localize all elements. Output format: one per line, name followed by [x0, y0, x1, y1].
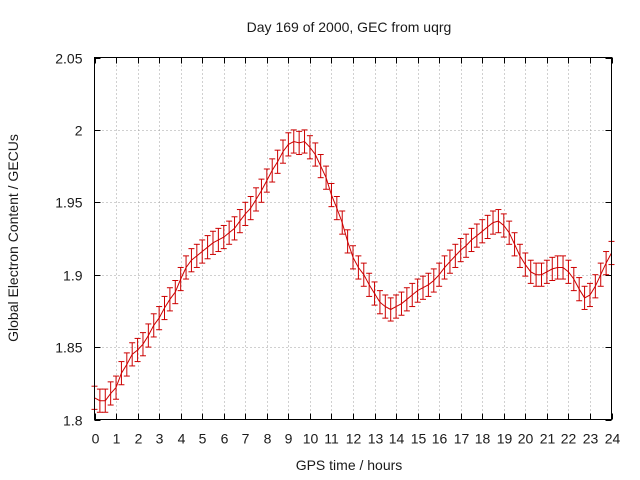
x-tick-label: 15 [411, 431, 427, 447]
y-tick-label: 2.05 [55, 51, 82, 67]
x-tick-labels: 0 1 2 3 4 5 6 7 8 9 10 11 12 13 14 15 16 17 18 19 20 21 22 23 24 [92, 431, 621, 447]
x-tick-label: 10 [303, 431, 319, 447]
x-tick-label: 19 [497, 431, 513, 447]
y-tick-label: 1.9 [63, 268, 83, 284]
y-tick-label: 2 [75, 123, 83, 139]
x-tick-label: 16 [432, 431, 448, 447]
x-tick-label: 18 [475, 431, 491, 447]
x-tick-label: 22 [561, 431, 577, 447]
x-tick-label: 3 [156, 431, 164, 447]
x-tick-label: 2 [135, 431, 143, 447]
x-tick-label: 20 [518, 431, 534, 447]
y-tick-label: 1.8 [63, 413, 83, 429]
x-tick-label: 6 [221, 431, 229, 447]
gec-series-line [94, 140, 612, 402]
x-tick-label: 17 [454, 431, 470, 447]
x-tick-label: 11 [324, 431, 339, 447]
x-tick-label: 5 [199, 431, 207, 447]
x-tick-label: 21 [540, 431, 556, 447]
grid-lines [94, 57, 612, 420]
x-tick-label: 23 [583, 431, 599, 447]
x-tick-label: 9 [285, 431, 293, 447]
y-tick-label: 1.95 [55, 195, 82, 211]
y-tick-label: 1.85 [55, 340, 82, 356]
chart-title: Day 169 of 2000, GEC from uqrg [247, 19, 452, 35]
x-tick-label: 13 [368, 431, 384, 447]
x-tick-label: 8 [264, 431, 272, 447]
x-tick-label: 0 [92, 431, 100, 447]
x-tick-label: 14 [389, 431, 405, 447]
axis-ticks [94, 57, 613, 421]
y-tick-labels: 1.8 1.85 1.9 1.95 2 2.05 [55, 51, 82, 429]
x-tick-label: 4 [178, 431, 186, 447]
x-tick-label: 1 [113, 431, 121, 447]
x-tick-label: 12 [346, 431, 362, 447]
y-axis-label: Global Electron Content / GECUs [5, 134, 21, 342]
x-tick-label: 24 [605, 431, 621, 447]
x-tick-label: 7 [242, 431, 250, 447]
plot-frame [94, 57, 612, 420]
x-axis-label: GPS time / hours [296, 457, 403, 473]
